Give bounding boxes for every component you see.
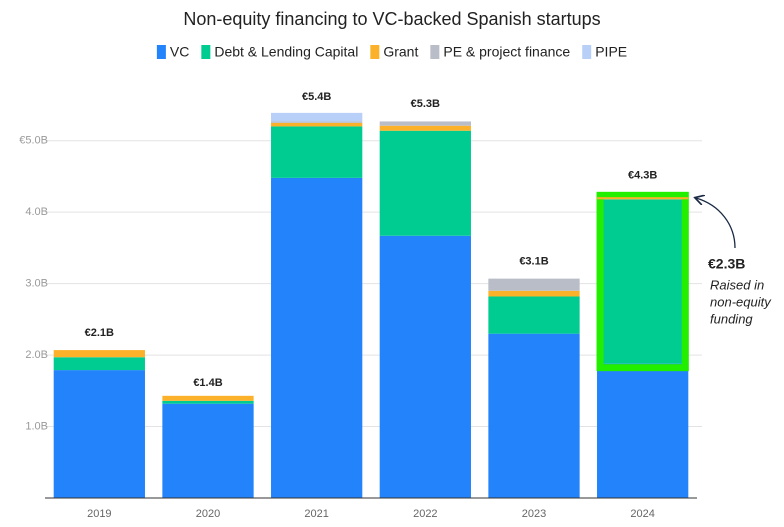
bar-segment xyxy=(488,278,580,291)
bar-segment xyxy=(162,395,254,401)
bar-segment xyxy=(597,197,689,200)
x-tick-label: 2023 xyxy=(522,508,546,520)
legend-label: PIPE xyxy=(595,44,627,60)
bar-segment xyxy=(271,122,363,127)
bar-segment xyxy=(488,296,580,334)
bar-segment xyxy=(597,199,689,364)
bar-segment xyxy=(53,370,145,498)
y-tick-label: 3.0B xyxy=(25,278,48,290)
bar-segment xyxy=(379,125,471,131)
total-label: €4.3B xyxy=(628,170,657,182)
legend-swatch xyxy=(156,45,166,59)
x-tick-label: 2022 xyxy=(413,508,437,520)
bar-segment xyxy=(271,112,363,122)
bar-segment xyxy=(53,350,145,358)
bar-segment xyxy=(271,177,363,498)
y-tick-label: 4.0B xyxy=(25,206,48,218)
y-tick-label: €5.0B xyxy=(19,135,48,147)
legend-swatch xyxy=(201,45,211,59)
y-tick-label: 2.0B xyxy=(25,349,48,361)
annotation-value: €2.3B xyxy=(708,256,745,272)
highlight-box xyxy=(596,191,689,372)
bar-segment xyxy=(597,363,689,498)
total-label: €1.4B xyxy=(193,377,222,389)
bar-segment xyxy=(271,126,363,178)
chart-title: Non-equity financing to VC-backed Spanis… xyxy=(183,9,600,29)
bar-segment xyxy=(162,403,254,498)
bar-segment xyxy=(162,400,254,404)
annotation-text: non-equity xyxy=(710,294,772,309)
legend-swatch xyxy=(370,45,380,59)
bar-segment xyxy=(379,235,471,498)
legend-swatch xyxy=(582,45,592,59)
bar-segment xyxy=(271,121,363,123)
total-label: €5.3B xyxy=(411,98,440,110)
annotation-text: funding xyxy=(710,311,753,326)
x-tick-label: 2021 xyxy=(304,508,328,520)
legend-label: Grant xyxy=(383,44,418,60)
legend-swatch xyxy=(430,45,440,59)
bar-segment xyxy=(488,290,580,297)
annotation-text: Raised in xyxy=(710,277,764,292)
legend-label: VC xyxy=(170,44,189,60)
y-tick-label: 1.0B xyxy=(25,420,48,432)
x-tick-label: 2019 xyxy=(87,508,111,520)
bar-segment xyxy=(379,130,471,236)
total-label: €5.4B xyxy=(302,91,331,103)
total-label: €3.1B xyxy=(519,255,548,267)
legend-label: PE & project finance xyxy=(443,44,570,60)
bar-segment xyxy=(53,357,145,371)
annotation: €2.3B Raised in non-equity funding xyxy=(708,256,772,327)
legend: VC Debt & Lending Capital Grant PE & projec… xyxy=(156,44,627,60)
bar-segment xyxy=(379,121,471,126)
annotation-arrow xyxy=(696,198,736,249)
bar-segment xyxy=(488,333,580,498)
x-tick-label: 2020 xyxy=(196,508,220,520)
total-label: €2.1B xyxy=(85,327,114,339)
x-tick-label: 2024 xyxy=(630,508,654,520)
legend-label: Debt & Lending Capital xyxy=(214,44,358,60)
